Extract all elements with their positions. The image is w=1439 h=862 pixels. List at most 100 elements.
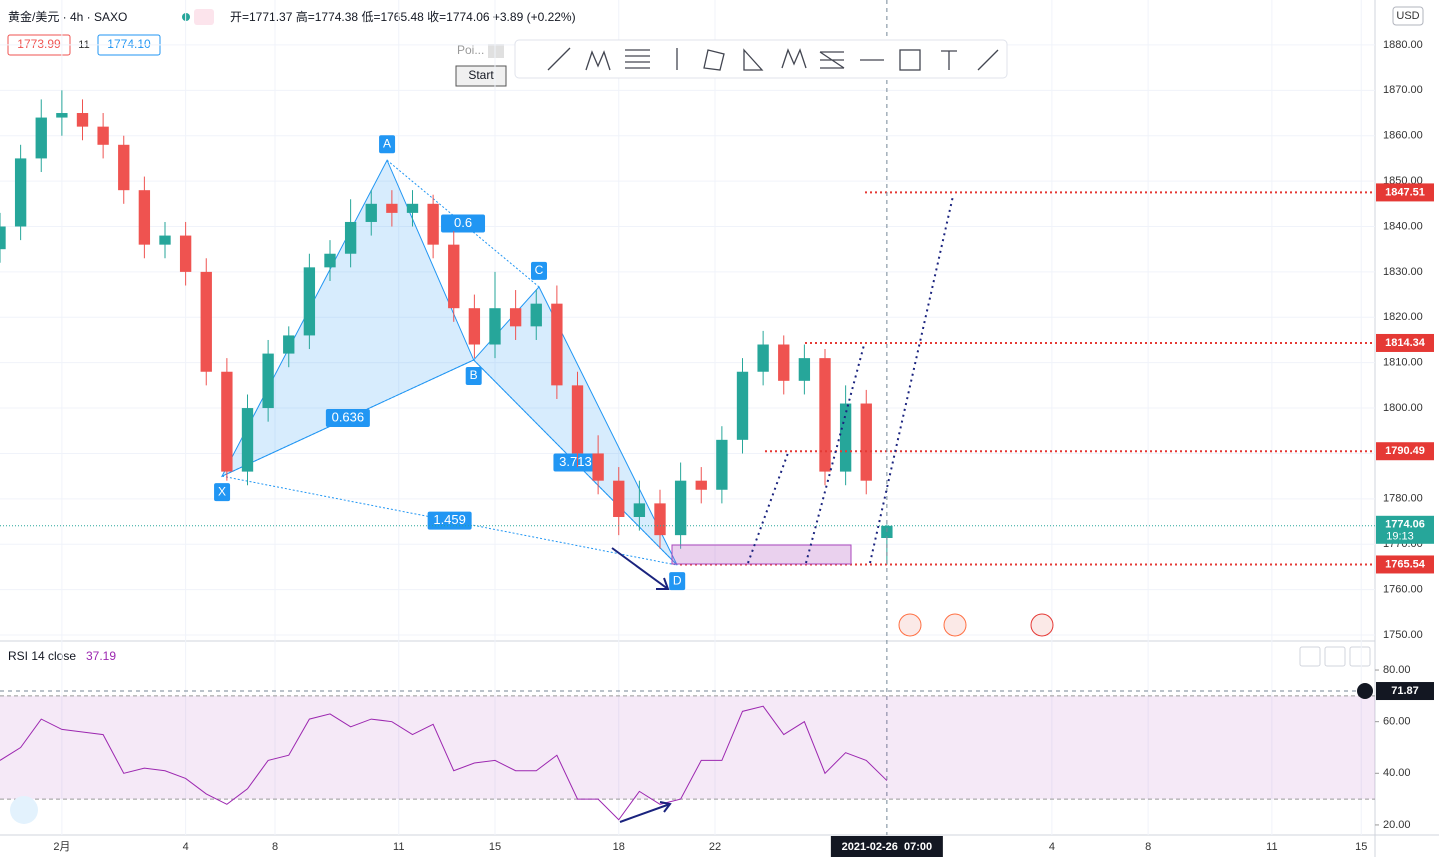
pane-max[interactable] [1349, 646, 1371, 667]
candle-body [592, 453, 604, 481]
tool-xabcd[interactable] [781, 48, 807, 69]
y-tick-label: 1760.00 [1383, 584, 1423, 596]
tool-poly[interactable] [703, 49, 725, 71]
event-icon[interactable] [898, 613, 922, 637]
pane-buttons [1299, 646, 1371, 667]
candle-body [489, 308, 501, 345]
x-tick-label: 4 [183, 841, 189, 853]
candle-body [56, 113, 68, 118]
candle-body [613, 480, 625, 517]
level-box [1376, 333, 1434, 352]
arrow [619, 801, 672, 823]
y-tick-label: 1830.00 [1383, 266, 1423, 278]
x-tick-label: 22 [709, 841, 721, 853]
candle-body [551, 303, 563, 386]
tool-triangle[interactable] [743, 48, 764, 71]
candle-body [509, 308, 522, 327]
candle-body [757, 344, 769, 372]
script-close[interactable] [488, 44, 504, 58]
y-tick-label: 1780.00 [1383, 493, 1423, 505]
arrow [611, 547, 670, 590]
point-box [669, 572, 686, 591]
start-label: Start [468, 68, 494, 82]
add-button [1357, 683, 1373, 700]
y-tick-label: 1800.00 [1383, 402, 1423, 414]
ratio-box [427, 511, 472, 530]
candle-body [386, 203, 398, 213]
event-icon[interactable] [1030, 613, 1054, 637]
candle-body [695, 480, 707, 490]
x-tick-label: 8 [1145, 841, 1151, 853]
point-label: A [383, 136, 391, 150]
candle-body [839, 403, 852, 472]
candle-body [674, 480, 687, 536]
point-label: C [535, 263, 544, 277]
point-label: D [673, 573, 682, 587]
candle-body [654, 503, 666, 536]
candle-body [303, 267, 316, 336]
candle-body [35, 117, 47, 159]
point-box [214, 483, 231, 502]
candle-body [221, 371, 233, 472]
arrow [805, 344, 865, 564]
candle-body [406, 203, 419, 213]
tool-trend[interactable] [547, 47, 571, 71]
candle-body [344, 221, 357, 254]
x-tick-label: 11 [393, 841, 404, 853]
countdown: 19:13 [1386, 531, 1414, 543]
ratio-box [553, 453, 598, 472]
pane-up[interactable] [1299, 646, 1321, 667]
y-tick-label: 1860.00 [1383, 130, 1423, 142]
ask: 1774.10 [107, 37, 151, 51]
rsi-band [0, 695, 1375, 800]
candle-body [241, 408, 254, 472]
x-tick-label: 8 [272, 841, 278, 853]
candle-body [97, 126, 109, 145]
tool-text[interactable] [941, 50, 957, 70]
candle-body [200, 271, 212, 372]
events [898, 613, 1054, 637]
candle-body [76, 113, 89, 127]
ratio-label: 0.6 [454, 215, 472, 230]
rsi-line [0, 705, 888, 821]
level-label: 1814.34 [1385, 337, 1426, 349]
candle-body [14, 158, 27, 227]
point-box [465, 366, 482, 385]
x-tick-label: 15 [1355, 841, 1367, 853]
rsi-title: RSI 14 close [8, 649, 76, 663]
candle-body [427, 203, 439, 245]
event-icon[interactable] [943, 613, 967, 637]
tool-rect[interactable] [899, 49, 921, 71]
tool-fib[interactable] [625, 49, 650, 69]
start-button[interactable] [455, 65, 507, 87]
candle-body [530, 303, 542, 327]
tool-ray[interactable] [977, 49, 999, 71]
toolbar-bg [514, 39, 1008, 79]
y-tick-label: 1750.00 [1383, 629, 1423, 641]
candle-body [0, 226, 6, 250]
level-box [1376, 442, 1434, 461]
candle-body [448, 244, 460, 309]
level-label: 1790.49 [1385, 445, 1425, 457]
candle-body [283, 335, 295, 354]
y-tick-label: 1820.00 [1383, 311, 1423, 323]
y-tick-label: 1810.00 [1383, 357, 1423, 369]
candle-body [118, 144, 130, 191]
divergence-arrows [611, 547, 672, 823]
candle-body [138, 190, 151, 245]
script-name: Poi... [457, 43, 484, 57]
candle-body [819, 358, 831, 472]
candle-body [736, 371, 749, 440]
y-tick-label: 20.00 [1383, 819, 1411, 831]
tool-pattern[interactable] [585, 50, 611, 71]
level-box [1376, 183, 1434, 202]
pane-close[interactable] [1324, 646, 1346, 667]
x-tick-label: 2月 [53, 841, 70, 853]
candle-body [159, 235, 171, 245]
tool-gann[interactable] [819, 51, 845, 69]
arrow [747, 452, 789, 564]
x-tick-label: 4 [1049, 841, 1055, 853]
currency-box[interactable] [1392, 6, 1424, 26]
